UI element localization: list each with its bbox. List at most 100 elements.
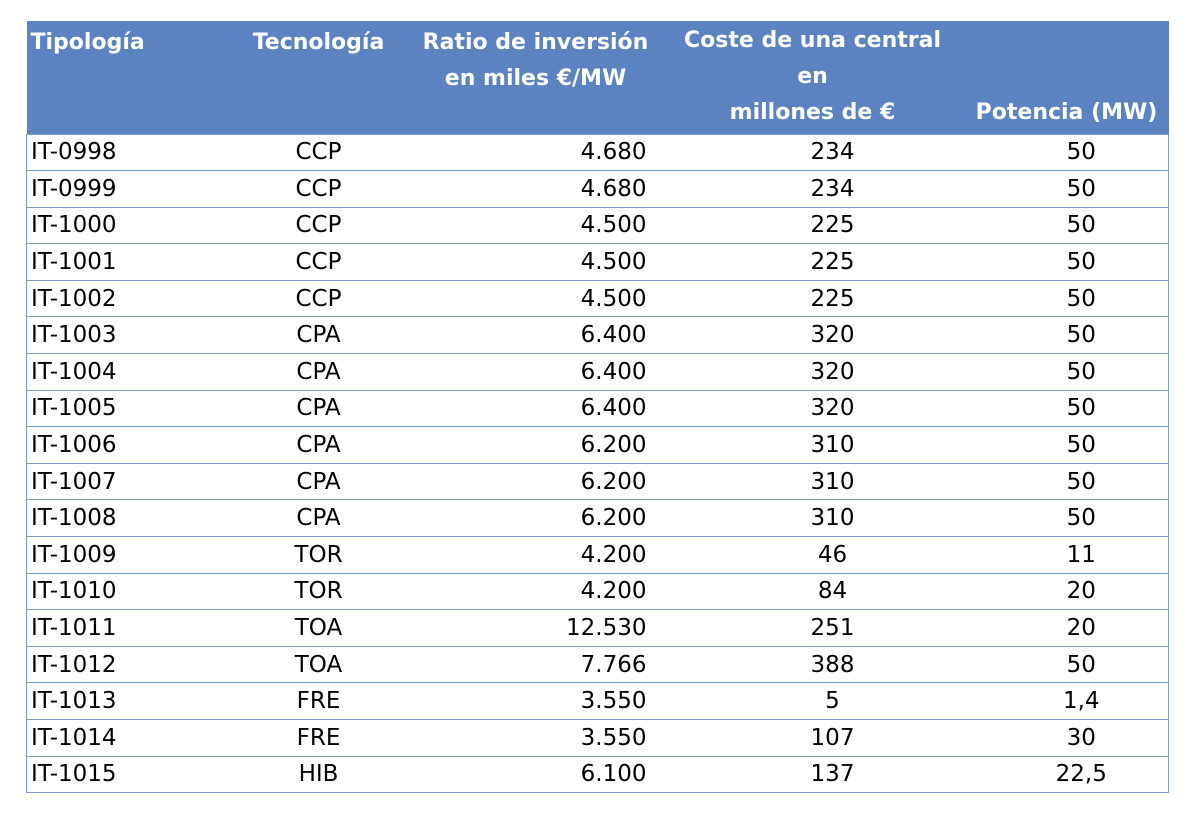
- table-row: IT-1006 CPA 6.200 310 50: [26, 426, 1169, 464]
- table-row: IT-1007 CPA 6.200 310 50: [26, 462, 1169, 501]
- cell-coste: 225: [660, 279, 965, 318]
- table-row: IT-1003 CPA 6.400 320 50: [26, 316, 1169, 355]
- cell-potencia: 50: [964, 279, 1169, 318]
- cell-tecnologia: CPA: [226, 499, 411, 538]
- cell-tecnologia: CPA: [226, 462, 411, 501]
- cell-potencia: 50: [964, 499, 1169, 538]
- cell-ratio: 3.550: [410, 682, 661, 720]
- investment-table: Tipología Tecnología Ratio de inversión …: [26, 21, 1169, 794]
- cell-tecnologia: TOR: [226, 572, 411, 611]
- cell-coste: 310: [660, 462, 965, 501]
- header-tecnologia: Tecnología: [226, 21, 411, 134]
- cell-tecnologia: FRE: [226, 719, 411, 757]
- header-coste-line2: millones de €: [729, 99, 896, 125]
- cell-ratio: 6.200: [410, 462, 661, 501]
- cell-ratio: 4.500: [410, 279, 661, 318]
- header-row: Tipología Tecnología Ratio de inversión …: [26, 21, 1169, 134]
- cell-tipologia: IT-1012: [26, 645, 227, 684]
- cell-coste: 234: [660, 170, 965, 208]
- table-row: IT-1012 TOA 7.766 388 50: [26, 645, 1169, 684]
- cell-tipologia: IT-1009: [26, 536, 227, 574]
- cell-coste: 225: [660, 243, 965, 281]
- cell-ratio: 4.500: [410, 243, 661, 281]
- cell-potencia: 22,5: [964, 755, 1169, 794]
- cell-coste: 310: [660, 426, 965, 464]
- header-coste-line1: Coste de una central en: [684, 27, 941, 89]
- cell-coste: 320: [660, 353, 965, 391]
- cell-ratio: 6.100: [410, 755, 661, 794]
- cell-coste: 84: [660, 572, 965, 611]
- cell-potencia: 50: [964, 353, 1169, 391]
- cell-potencia: 30: [964, 719, 1169, 757]
- cell-tecnologia: CPA: [226, 353, 411, 391]
- cell-potencia: 50: [964, 316, 1169, 355]
- cell-ratio: 4.680: [410, 170, 661, 208]
- table-row: IT-1001 CCP 4.500 225 50: [26, 243, 1169, 281]
- cell-tipologia: IT-1010: [26, 572, 227, 611]
- cell-potencia: 1,4: [964, 682, 1169, 720]
- cell-potencia: 50: [964, 645, 1169, 684]
- cell-tecnologia: TOR: [226, 536, 411, 574]
- cell-ratio: 6.400: [410, 316, 661, 355]
- cell-tecnologia: CCP: [226, 170, 411, 208]
- cell-tipologia: IT-1015: [26, 755, 227, 794]
- table-row: IT-0998 CCP 4.680 234 50: [26, 133, 1169, 172]
- cell-coste: 320: [660, 316, 965, 355]
- cell-ratio: 6.400: [410, 389, 661, 428]
- cell-ratio: 4.200: [410, 536, 661, 574]
- cell-coste: 320: [660, 389, 965, 428]
- cell-tipologia: IT-1006: [26, 426, 227, 464]
- cell-coste: 225: [660, 206, 965, 245]
- table-row: IT-1000 CCP 4.500 225 50: [26, 206, 1169, 245]
- cell-tecnologia: TOA: [226, 645, 411, 684]
- cell-potencia: 50: [964, 243, 1169, 281]
- cell-potencia: 50: [964, 170, 1169, 208]
- cell-tipologia: IT-0999: [26, 170, 227, 208]
- table-row: IT-1010 TOR 4.200 84 20: [26, 572, 1169, 611]
- cell-tipologia: IT-1001: [26, 243, 227, 281]
- cell-ratio: 4.500: [410, 206, 661, 245]
- cell-tipologia: IT-1008: [26, 499, 227, 538]
- cell-tipologia: IT-1000: [26, 206, 227, 245]
- table-row: IT-1014 FRE 3.550 107 30: [26, 719, 1169, 757]
- cell-tecnologia: CPA: [226, 389, 411, 428]
- cell-ratio: 3.550: [410, 719, 661, 757]
- cell-coste: 5: [660, 682, 965, 720]
- cell-tipologia: IT-1013: [26, 682, 227, 720]
- header-ratio-line1: Ratio de inversión: [422, 30, 649, 55]
- table-row: IT-1009 TOR 4.200 46 11: [26, 536, 1169, 574]
- cell-tecnologia: CCP: [226, 279, 411, 318]
- cell-tipologia: IT-1002: [26, 279, 227, 318]
- header-ratio: Ratio de inversión en miles €/MW: [410, 21, 661, 134]
- cell-tecnologia: CCP: [226, 133, 411, 172]
- cell-tipologia: IT-1014: [26, 719, 227, 757]
- cell-potencia: 50: [964, 389, 1169, 428]
- table-row: IT-1011 TOA 12.530 251 20: [26, 609, 1169, 647]
- cell-tecnologia: CPA: [226, 426, 411, 464]
- table-row: IT-1015 HIB 6.100 137 22,5: [26, 755, 1169, 794]
- cell-ratio: 4.680: [410, 133, 661, 172]
- table-row: IT-1008 CPA 6.200 310 50: [26, 499, 1169, 538]
- cell-potencia: 11: [964, 536, 1169, 574]
- cell-tipologia: IT-1004: [26, 353, 227, 391]
- table-row: IT-0999 CCP 4.680 234 50: [26, 170, 1169, 208]
- cell-coste: 234: [660, 133, 965, 172]
- cell-tipologia: IT-0998: [26, 133, 227, 172]
- cell-ratio: 6.400: [410, 353, 661, 391]
- cell-tecnologia: TOA: [226, 609, 411, 647]
- cell-tipologia: IT-1007: [26, 462, 227, 501]
- header-tipologia: Tipología: [26, 21, 227, 134]
- table-body: IT-0998 CCP 4.680 234 50 IT-0999 CCP 4.680 234 50…: [26, 133, 1169, 794]
- cell-potencia: 50: [964, 462, 1169, 501]
- cell-coste: 251: [660, 609, 965, 647]
- cell-potencia: 20: [964, 609, 1169, 647]
- cell-ratio: 7.766: [410, 645, 661, 684]
- table-header: Tipología Tecnología Ratio de inversión …: [26, 21, 1169, 134]
- table-row: IT-1002 CCP 4.500 225 50: [26, 279, 1169, 318]
- cell-tipologia: IT-1011: [26, 609, 227, 647]
- cell-ratio: 6.200: [410, 499, 661, 538]
- header-coste: Coste de una central en millones de €: [660, 21, 965, 134]
- cell-ratio: 12.530: [410, 609, 661, 647]
- cell-potencia: 50: [964, 206, 1169, 245]
- cell-ratio: 6.200: [410, 426, 661, 464]
